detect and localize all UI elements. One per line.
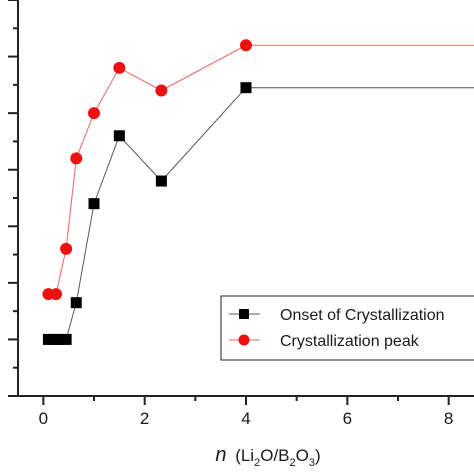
data-point	[53, 333, 65, 345]
x-axis-label: n (Li2O/B2O3)	[215, 444, 320, 469]
data-point	[113, 130, 125, 142]
x-tick-label: 8	[444, 409, 453, 428]
data-point	[240, 39, 252, 52]
data-point	[60, 333, 72, 345]
x-tick-label: 0	[39, 409, 48, 428]
data-point	[88, 198, 100, 210]
legend-label-peak: Crystallization peak	[280, 333, 420, 350]
legend-box	[220, 295, 474, 361]
data-point	[70, 297, 82, 309]
data-point	[113, 61, 126, 74]
x-tick-label: 6	[343, 409, 352, 428]
series-onset	[42, 82, 474, 345]
series-peak	[42, 39, 474, 301]
data-point	[50, 288, 62, 301]
series-line	[48, 44, 474, 295]
legend-marker-onset	[239, 309, 249, 319]
plot-series	[42, 39, 474, 345]
data-point	[240, 82, 252, 94]
data-point	[60, 242, 73, 255]
legend-label-onset: Onset of Crystallization	[280, 307, 445, 324]
x-tick-label: 2	[140, 409, 149, 428]
x-tick-label: 4	[241, 409, 250, 428]
legend-marker-peak	[238, 334, 250, 346]
legend: Onset of Crystallization Crystallization…	[220, 295, 474, 361]
data-point	[88, 107, 100, 120]
data-point	[155, 175, 167, 187]
x-tick-labels: 0 2 4 6 8	[39, 409, 454, 428]
data-point	[155, 84, 168, 97]
data-point	[70, 152, 83, 165]
